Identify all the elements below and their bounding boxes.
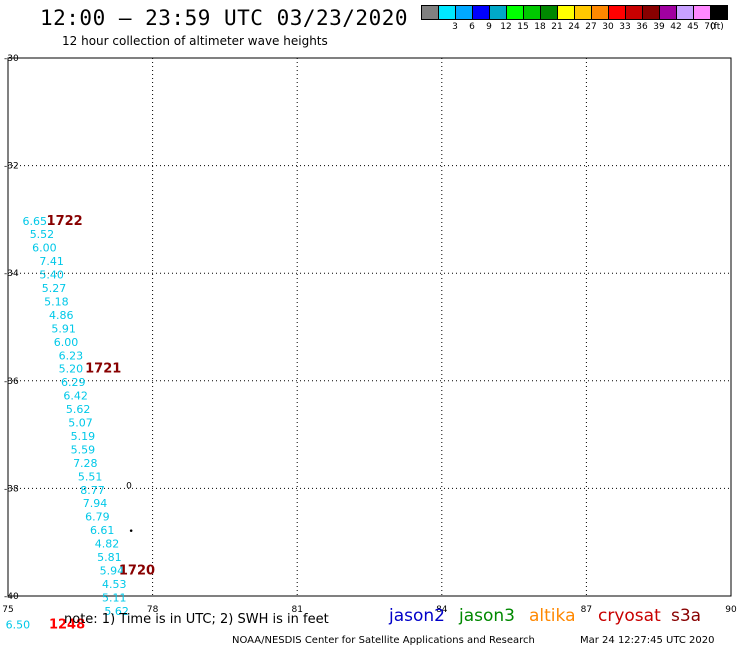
wave-height-value: 6.79 [85, 511, 110, 524]
wave-height-value: 6.23 [59, 349, 84, 362]
scale-label: 9 [486, 22, 492, 32]
wave-height-value: 5.27 [42, 282, 67, 295]
units-note: note: 1) Time is in UTC; 2) SWH is in fe… [64, 612, 329, 627]
scale-label: 24 [568, 22, 580, 32]
scale-label: 6 [469, 22, 475, 32]
credit-line: NOAA/NESDIS Center for Satellite Applica… [232, 635, 535, 646]
pass-time-label: 1721 [85, 362, 121, 377]
island-marker: 0 [126, 481, 132, 491]
wave-height-value: 6.00 [54, 336, 79, 349]
scale-label: 21 [551, 22, 563, 32]
longitude-tick-label: 84 [436, 605, 448, 615]
map-title: 12:00 – 23:59 UTC 03/23/2020 [40, 6, 409, 30]
scale-label: 70 [704, 22, 716, 32]
satellite-legend-s3a: s3a [671, 606, 702, 626]
map-subtitle: 12 hour collection of altimeter wave hei… [62, 34, 328, 48]
wave-height-value: 6.29 [61, 376, 86, 389]
pass-time-label: 1248 [49, 617, 85, 632]
wave-height-value: 7.28 [73, 457, 98, 470]
wave-height-value: 5.51 [78, 470, 103, 483]
wave-height-value: 5.20 [59, 363, 84, 376]
longitude-tick-label: 78 [147, 605, 159, 615]
scale-label: 12 [500, 22, 512, 32]
map-frame [7, 57, 732, 597]
wave-height-value: 7.94 [83, 497, 108, 510]
scale-label: 33 [619, 22, 631, 32]
wave-height-value: 4.82 [95, 538, 120, 551]
generated-timestamp: Mar 24 12:27:45 UTC 2020 [580, 635, 715, 646]
satellite-legend-jason2: jason2 [389, 606, 445, 626]
latitude-tick-label: -34 [4, 269, 19, 279]
scale-label: 15 [517, 22, 529, 32]
pass-time-label: 1722 [47, 214, 83, 229]
wave-height-value: 5.11 [102, 591, 127, 604]
wave-height-value: 5.91 [51, 322, 76, 335]
latitude-tick-label: -32 [4, 162, 19, 172]
wave-height-value: 5.62 [104, 605, 128, 618]
wave-height-value: 6.50 [6, 618, 31, 631]
wave-height-value: 6.65 [22, 215, 47, 228]
wave-height-value: 4.86 [49, 309, 74, 322]
wave-height-value: 5.19 [71, 430, 96, 443]
wave-height-value: 5.18 [44, 295, 69, 308]
wave-height-value: 7.41 [39, 255, 64, 268]
scale-label: 3 [452, 22, 458, 32]
wave-height-value: 5.07 [68, 417, 93, 430]
longitude-tick-label: 75 [2, 605, 13, 615]
wave-height-value: 5.94 [100, 564, 125, 577]
wave-height-value: 5.40 [39, 269, 64, 282]
pass-time-label: 1720 [119, 563, 155, 578]
color-scale-legend: 3 6 9 12 15 18 21 24 27 30 33 36 39 42 45 70 (ft) [421, 5, 729, 35]
scale-label: 39 [653, 22, 665, 32]
wave-height-value: 6.42 [63, 390, 88, 403]
longitude-tick-label: 90 [725, 605, 737, 615]
longitude-tick-label: 87 [581, 605, 592, 615]
scale-label: 42 [670, 22, 682, 32]
scale-label: 27 [585, 22, 597, 32]
satellite-legend-cryosat: cryosat [598, 606, 661, 626]
scale-swatch [710, 5, 728, 20]
latitude-tick-label: -40 [4, 592, 19, 602]
longitude-tick-label: 81 [291, 605, 302, 615]
latitude-tick-label: -36 [4, 377, 19, 387]
island-marker: • [129, 527, 134, 537]
wave-height-value: 6.00 [32, 242, 57, 255]
scale-label: 45 [687, 22, 699, 32]
wave-height-value: 5.81 [97, 551, 122, 564]
wave-height-value: 5.52 [30, 228, 55, 241]
wave-height-value: 5.62 [66, 403, 91, 416]
scale-label: 18 [534, 22, 546, 32]
scale-label: 36 [636, 22, 648, 32]
satellite-legend-jason3: jason3 [459, 606, 515, 626]
scale-label: 30 [602, 22, 614, 32]
latitude-tick-label: -30 [4, 54, 19, 64]
wave-height-value: 4.53 [102, 578, 127, 591]
latitude-tick-label: -38 [4, 484, 19, 494]
scale-unit: (ft) [710, 22, 724, 32]
satellite-legend-altika: altika [529, 606, 576, 626]
wave-height-value: 5.59 [71, 443, 96, 456]
wave-height-value: 6.61 [90, 524, 115, 537]
wave-height-value: 8.77 [80, 484, 105, 497]
